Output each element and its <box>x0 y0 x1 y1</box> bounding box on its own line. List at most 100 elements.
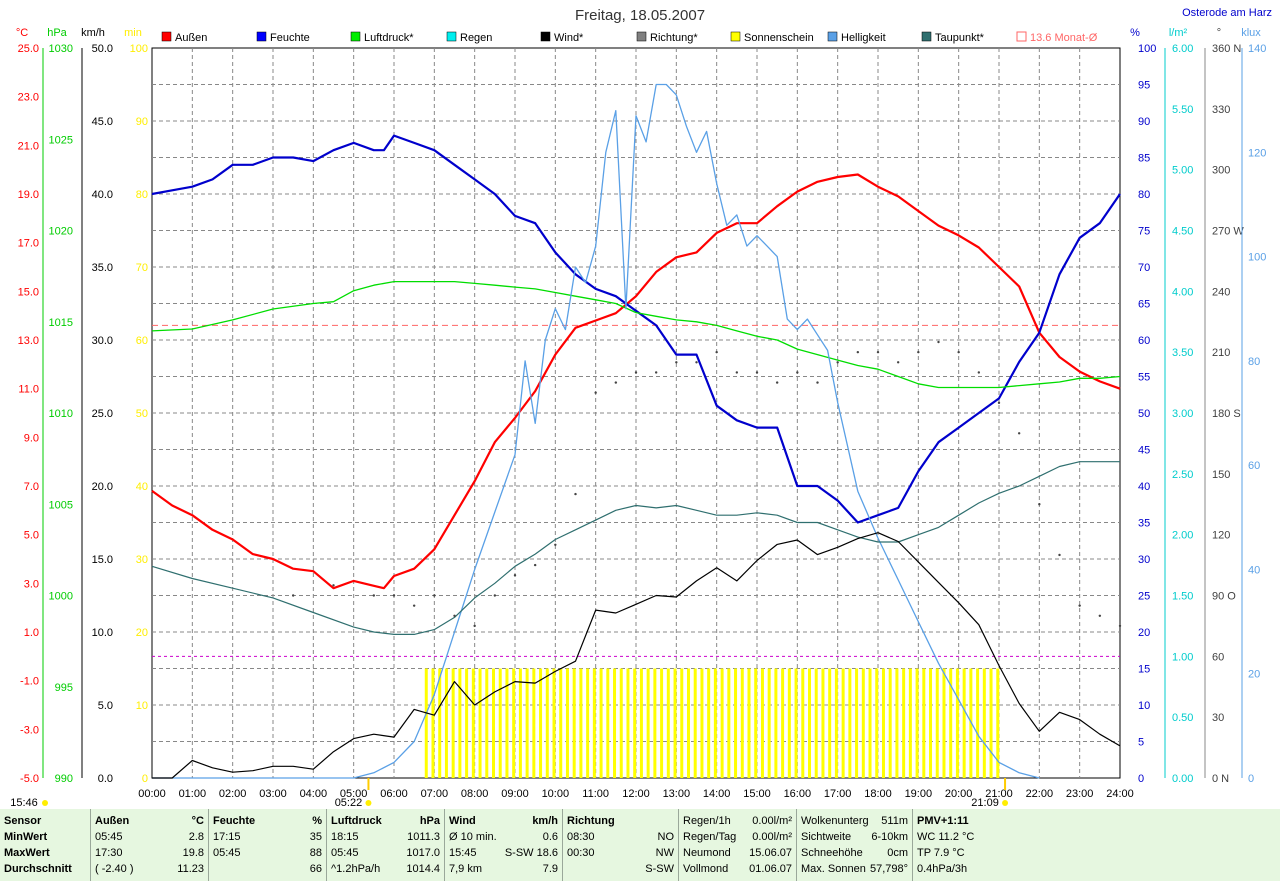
axis-humidity-tick-label: 35 <box>1138 518 1150 530</box>
stat-luftdruck-max-time: 05:45 <box>331 847 359 859</box>
series-taupunkt <box>151 461 1120 636</box>
legend-item: Taupunkt* <box>921 31 985 44</box>
stats-header-richtung: Richtung <box>567 815 615 827</box>
sunshine-bar <box>606 668 610 778</box>
sunshine-bar <box>498 668 502 778</box>
stat-wind-max-time: 15:45 <box>449 847 477 859</box>
direction-point <box>937 340 940 344</box>
sunshine-bar <box>707 668 711 778</box>
direction-point <box>816 381 819 384</box>
sunshine-bar <box>465 668 469 778</box>
stats-col-luftdruck: Luftdruck hPa 18:15 1011.3 05:45 1017.0 ^1.… <box>326 809 444 881</box>
stat-feuchte-min: 35 <box>309 831 322 843</box>
axis-temp-tick-label: 3.0 <box>24 578 39 590</box>
time-tick-label: 23:00 <box>1066 788 1094 800</box>
axis-humidity: 1009590858075706560555045403530252015105… <box>1130 27 1156 785</box>
axis-humidity-tick-label: 95 <box>1138 80 1150 92</box>
stats-header-wind-unit: km/h <box>532 815 558 827</box>
stat-aussen-min: 2.8 <box>188 831 204 843</box>
stats-col-aussen: Außen °C 05:45 2.8 17:30 19.8 ( -2.40 ) 11.2… <box>90 809 208 881</box>
axis-humidity-tick-label: 20 <box>1138 627 1150 639</box>
axis-lux-tick-label: 120 <box>1248 147 1266 159</box>
series-luftdruck <box>151 280 1121 389</box>
time-tick-label: 08:00 <box>461 788 489 800</box>
legend-swatch <box>350 31 361 42</box>
markers: 15:46 05:22 21:09 <box>10 778 1009 809</box>
axis-humidity-tick-label: 75 <box>1138 226 1150 238</box>
stat-richtung-max: NW <box>655 847 674 859</box>
sunshine-bar <box>646 668 650 778</box>
legend-label: Wind* <box>554 32 584 44</box>
sunshine-bar <box>949 668 953 778</box>
series-group <box>151 83 1122 779</box>
axis-temp-tick-label: 9.0 <box>24 432 39 444</box>
axis-direction-tick-label: 120 <box>1212 530 1230 542</box>
axis-sun-tick-label: 90 <box>136 116 148 128</box>
time-tick-label: 13:00 <box>663 788 691 800</box>
sunshine-bar <box>814 668 818 778</box>
stats-header-aussen: Außen <box>95 815 130 827</box>
stat-feuchte-min-time: 17:15 <box>213 831 241 843</box>
axis-temp-tick-label: 7.0 <box>24 481 39 493</box>
stat-luftdruck-avg: 1014.4 <box>406 863 440 875</box>
direction-point <box>735 371 739 374</box>
axis-humidity-tick-label: 60 <box>1138 335 1150 347</box>
axis-rain-tick-label: 2.00 <box>1172 530 1193 542</box>
axis-pressure-unit: hPa <box>47 27 67 39</box>
sunshine-bar <box>747 668 751 778</box>
axis-lux: 140 120 100 80 60 40 20 0 klux <box>1241 27 1266 785</box>
axis-sun-unit: min <box>124 27 142 39</box>
axis-humidity-tick-label: 15 <box>1138 664 1150 676</box>
axis-pressure-tick-label: 1025 <box>49 134 73 146</box>
time-tick-label: 03:00 <box>259 788 287 800</box>
axis-lux-tick-label: 0 <box>1248 773 1254 785</box>
axis-rain-tick-label: 3.00 <box>1172 408 1193 420</box>
legend-item: Helligkeit <box>827 31 886 44</box>
sunshine-bar <box>734 668 738 778</box>
stats-col-sensor: Sensor MinWert MaxWert Durchschnitt <box>0 809 90 881</box>
location-label: Osterode am Harz <box>1182 7 1272 19</box>
sunshine-bar <box>801 668 805 778</box>
sunshine-bar <box>754 668 758 778</box>
sunshine-bar <box>653 668 657 778</box>
stat-aussen-max: 19.8 <box>182 847 204 859</box>
stat-feuchte-max: 88 <box>309 847 322 859</box>
chart-title: Freitag, 18.05.2007 <box>575 7 705 24</box>
direction-point <box>917 350 920 354</box>
stat-wind-max: S-SW 18.6 <box>504 847 558 859</box>
direction-point <box>1078 604 1081 607</box>
now-marker-label: 15:46 <box>10 797 38 809</box>
stats-col-richtung: Richtung 08:30 NO 00:30 NW S-SW <box>562 809 678 881</box>
axis-pressure-tick-label: 1020 <box>49 226 73 238</box>
sunshine-bar <box>908 668 912 778</box>
sunshine-bar <box>492 668 496 778</box>
axis-sun-tick-label: 60 <box>136 335 148 347</box>
direction-point <box>291 594 295 597</box>
sunshine-bar <box>713 668 717 778</box>
sunshine-bar <box>922 668 926 778</box>
time-tick-label: 10:00 <box>542 788 570 800</box>
direction-point <box>493 594 497 597</box>
sunshine-bar <box>559 668 563 778</box>
direction-point <box>372 594 376 597</box>
legend-label: Regen <box>460 32 492 44</box>
axis-sun-tick-label: 70 <box>136 262 148 274</box>
stat-neumond: 15.06.07 <box>749 847 792 859</box>
direction-point <box>634 371 638 374</box>
time-tick-label: 11:00 <box>582 788 609 800</box>
stat-sicht: 6-10km <box>871 831 908 843</box>
stat-schnee: 0cm <box>887 847 908 859</box>
sunshine-bar <box>532 668 536 778</box>
stat-aussen-avg: 11.23 <box>177 863 204 875</box>
axis-wind-tick-label: 30.0 <box>92 335 113 347</box>
axis-lux-tick-label: 20 <box>1248 669 1260 681</box>
sunshine-bar <box>458 668 462 778</box>
sunshine-bar <box>438 668 442 778</box>
legend: Außen Feuchte Luftdruck* Regen Wind* Richtung… <box>161 31 1098 44</box>
sunshine-bar <box>740 668 744 778</box>
axes: 25.0 23.0 21.0 19.0 17.0 15.0 13.0 11.0 9.0 7.0 5.… <box>16 27 1267 800</box>
direction-point <box>554 543 557 547</box>
stat-wc: WC 11.2 °C <box>917 831 975 843</box>
axis-humidity-tick-label: 30 <box>1138 554 1150 566</box>
